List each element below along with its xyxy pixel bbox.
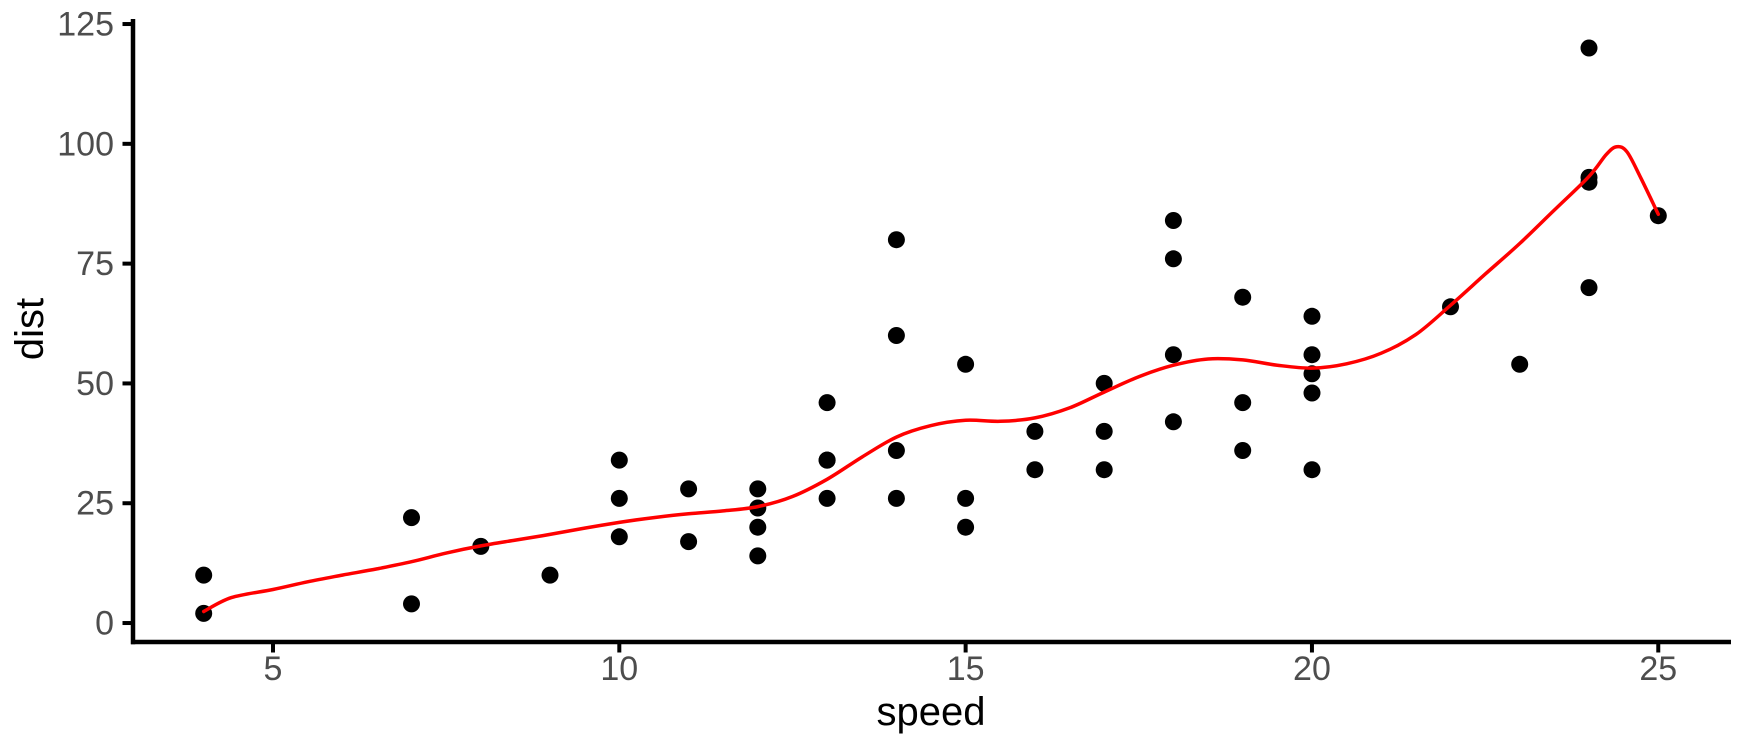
data-point: [1234, 442, 1252, 459]
smooth-layer: [201, 144, 1661, 614]
data-point: [1095, 422, 1113, 440]
y-tick-label: 25: [76, 485, 114, 523]
data-point: [195, 566, 213, 584]
data-point: [957, 489, 975, 507]
y-tick-label: 100: [57, 125, 114, 163]
data-point: [749, 480, 767, 498]
x-axis-title: speed: [877, 690, 986, 734]
data-point: [1164, 212, 1182, 229]
data-point: [1234, 288, 1252, 306]
data-point: [1095, 374, 1113, 392]
data-point: [887, 231, 905, 249]
data-point: [403, 595, 420, 613]
data-point: [887, 442, 905, 459]
x-tick-label: 20: [1293, 650, 1331, 688]
x-tick-label: 10: [600, 650, 638, 688]
data-point: [1026, 422, 1044, 440]
data-point: [1580, 39, 1598, 57]
data-point: [1164, 346, 1182, 364]
data-point: [749, 547, 767, 565]
data-point: [1303, 461, 1321, 479]
data-point: [818, 451, 836, 469]
data-point: [1580, 279, 1598, 297]
data-point: [541, 566, 559, 584]
data-point: [1164, 250, 1182, 268]
data-point: [957, 518, 975, 536]
data-point: [610, 489, 628, 507]
x-tick-label: 15: [947, 650, 985, 688]
axes-layer: 5 10 15 20 25 0 25 50 75 100 125: [57, 6, 1731, 688]
y-tick-label: 125: [57, 6, 114, 44]
x-tick-label: 25: [1639, 650, 1677, 688]
data-point: [957, 355, 975, 373]
y-tick-label: 50: [76, 365, 114, 403]
smooth-line: [201, 144, 1661, 614]
data-point: [1026, 461, 1044, 479]
data-point: [680, 480, 698, 498]
data-point: [818, 394, 836, 412]
data-point: [1095, 461, 1113, 479]
data-point: [1303, 384, 1321, 402]
data-point: [749, 518, 767, 536]
data-point: [610, 451, 628, 469]
x-tick-label: 5: [264, 650, 283, 688]
data-point: [1303, 346, 1321, 364]
data-point: [610, 528, 628, 546]
data-point: [680, 533, 698, 551]
y-tick-label: 0: [95, 605, 114, 643]
data-point: [1303, 307, 1321, 325]
data-point: [818, 489, 836, 507]
y-axis-title: dist: [8, 298, 52, 360]
y-tick-label: 75: [76, 245, 114, 283]
data-point: [1164, 413, 1182, 431]
data-point: [887, 489, 905, 507]
points-layer: [195, 39, 1667, 622]
data-point: [1234, 394, 1252, 412]
data-point: [1511, 355, 1529, 373]
data-point: [403, 509, 420, 527]
data-point: [887, 327, 905, 344]
